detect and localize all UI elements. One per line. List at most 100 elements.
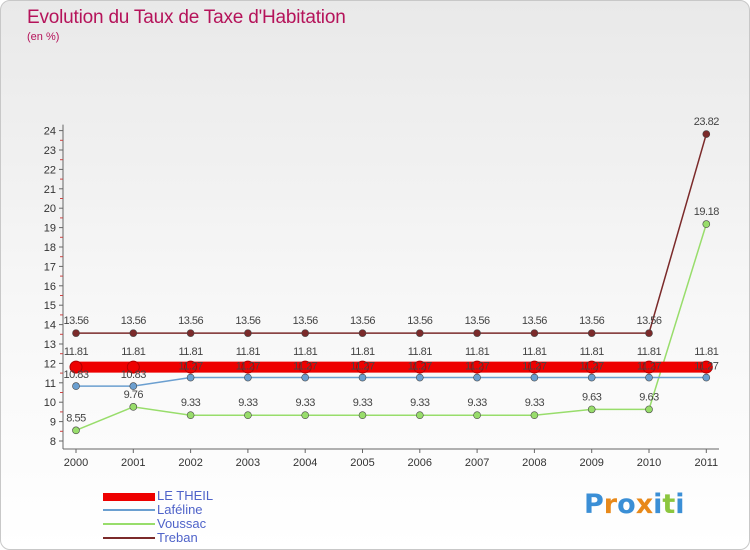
data-point xyxy=(72,382,80,390)
logo-letter: t xyxy=(662,489,676,520)
data-point xyxy=(301,329,310,337)
data-label: 11.27 xyxy=(522,361,547,373)
data-point xyxy=(415,373,424,382)
data-label: 11.27 xyxy=(408,361,433,373)
y-tick-label: 10 xyxy=(44,397,56,409)
y-tick-label: 8 xyxy=(50,436,56,448)
data-point xyxy=(702,220,711,228)
y-tick-label: 18 xyxy=(44,242,56,254)
data-label: 11.81 xyxy=(465,346,490,358)
y-tick-label: 12 xyxy=(44,358,56,370)
data-label: 11.81 xyxy=(236,346,261,358)
series-line-1 xyxy=(76,376,707,387)
data-point xyxy=(244,329,252,337)
y-tick-label: 15 xyxy=(44,300,56,312)
y-tick-label: 19 xyxy=(44,223,56,235)
data-point xyxy=(72,329,80,337)
data-label: 11.81 xyxy=(694,346,719,358)
data-label: 11.81 xyxy=(580,346,605,358)
data-label: 13.56 xyxy=(407,315,432,327)
legend-item-voussac: Voussac xyxy=(103,516,263,532)
data-label: 19.18 xyxy=(694,206,719,218)
data-label: 9.63 xyxy=(639,391,659,403)
data-label: 10.83 xyxy=(121,369,146,381)
data-point xyxy=(358,373,367,382)
legend-item-le-theil: LE THEIL xyxy=(103,488,263,504)
data-point xyxy=(358,329,367,337)
data-label: 11.81 xyxy=(637,346,662,358)
data-point xyxy=(241,360,255,374)
data-point xyxy=(587,373,596,382)
data-label: 13.56 xyxy=(178,315,203,327)
data-point xyxy=(244,411,252,419)
data-label: 9.33 xyxy=(410,397,430,409)
data-point xyxy=(645,373,653,382)
data-point xyxy=(126,360,140,374)
data-label: 11.27 xyxy=(178,361,203,373)
data-label: 11.27 xyxy=(236,361,261,373)
data-label: 13.56 xyxy=(465,315,490,327)
legend-label-voussac: Voussac xyxy=(157,516,207,531)
x-tick-label: 2003 xyxy=(236,457,260,469)
legend-item-lafeline: Laféline xyxy=(103,502,263,518)
series-line-3 xyxy=(76,133,708,334)
data-label: 9.33 xyxy=(353,397,373,409)
legend-label-lafeline: Laféline xyxy=(157,502,203,517)
data-point xyxy=(642,360,656,374)
data-point xyxy=(530,373,539,382)
data-point xyxy=(473,411,481,419)
data-point xyxy=(186,373,195,382)
data-label: 11.27 xyxy=(350,361,375,373)
data-label: 13.56 xyxy=(350,315,375,327)
data-point xyxy=(129,382,138,390)
data-point xyxy=(186,329,195,337)
data-label: 11.27 xyxy=(465,361,490,373)
x-tick-label: 2000 xyxy=(64,457,88,469)
data-label: 11.81 xyxy=(178,346,203,358)
y-tick-label: 13 xyxy=(44,339,56,351)
logo-letter: i xyxy=(653,489,663,520)
data-point xyxy=(298,360,312,374)
data-point xyxy=(415,329,424,337)
data-point xyxy=(473,329,481,337)
data-point xyxy=(645,329,653,337)
data-point xyxy=(415,411,424,419)
y-tick-label: 24 xyxy=(44,126,56,138)
legend-swatch-voussac xyxy=(103,523,155,525)
data-label: 11.81 xyxy=(64,346,89,358)
data-label: 13.56 xyxy=(579,315,604,327)
data-label: 11.81 xyxy=(350,346,375,358)
data-point xyxy=(72,426,80,435)
y-tick-label: 21 xyxy=(44,184,56,196)
data-label: 9.33 xyxy=(238,397,258,409)
data-label: 11.27 xyxy=(580,361,605,373)
chart-subtitle: (en %) xyxy=(27,31,60,43)
data-label: 9.76 xyxy=(124,389,144,401)
logo-letter: o xyxy=(617,489,636,520)
logo-letter: x xyxy=(635,489,654,520)
data-point xyxy=(301,411,310,419)
chart-title: Evolution du Taux de Taxe d'Habitation xyxy=(27,7,346,28)
data-label: 9.33 xyxy=(295,397,315,409)
data-label: 10.83 xyxy=(63,369,88,381)
data-point xyxy=(645,405,653,414)
data-point xyxy=(186,411,195,419)
data-label: 8.55 xyxy=(66,412,86,424)
x-tick-label: 2005 xyxy=(350,457,374,469)
data-point xyxy=(301,373,310,382)
data-label: 11.81 xyxy=(522,346,547,358)
data-label: 13.56 xyxy=(636,315,661,327)
data-point xyxy=(585,360,599,374)
data-point xyxy=(699,360,713,374)
y-tick-label: 11 xyxy=(45,378,56,390)
data-label: 11.81 xyxy=(293,346,318,358)
data-label: 9.33 xyxy=(181,397,201,409)
data-label: 9.33 xyxy=(467,397,487,409)
x-tick-label: 2007 xyxy=(465,457,489,469)
x-tick-label: 2009 xyxy=(579,457,603,469)
legend-swatch-le-theil xyxy=(103,493,155,501)
data-point xyxy=(356,360,369,374)
legend-swatch-treban xyxy=(103,537,155,539)
data-point xyxy=(69,360,83,374)
